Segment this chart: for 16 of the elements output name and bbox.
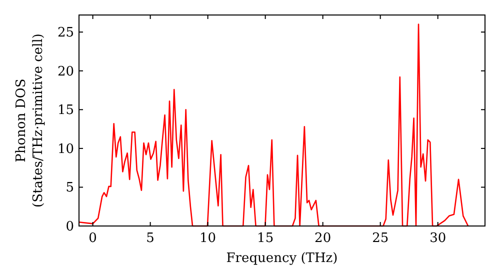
x-tick-label: 30: [430, 231, 446, 246]
x-axis-title: Frequency (THz): [226, 251, 338, 266]
y-tick-label: 15: [57, 103, 74, 118]
x-tick-label: 0: [88, 231, 97, 246]
y-tick-label: 10: [57, 142, 74, 157]
y-tick-label: 20: [57, 64, 74, 80]
y-tick-label: 5: [66, 180, 74, 196]
y-tick-label: 0: [66, 220, 74, 234]
x-tick-label: 25: [372, 231, 389, 246]
y-axis-title: Phonon DOS (States/THz·primitive cell): [14, 33, 46, 208]
x-tick-label: 20: [314, 231, 332, 246]
x-tick-label: 10: [200, 231, 216, 246]
line-series: [78, 24, 469, 227]
y-tick-label: 25: [57, 26, 74, 41]
x-tick-label: 15: [257, 231, 274, 246]
x-tick-label: 5: [146, 231, 154, 246]
